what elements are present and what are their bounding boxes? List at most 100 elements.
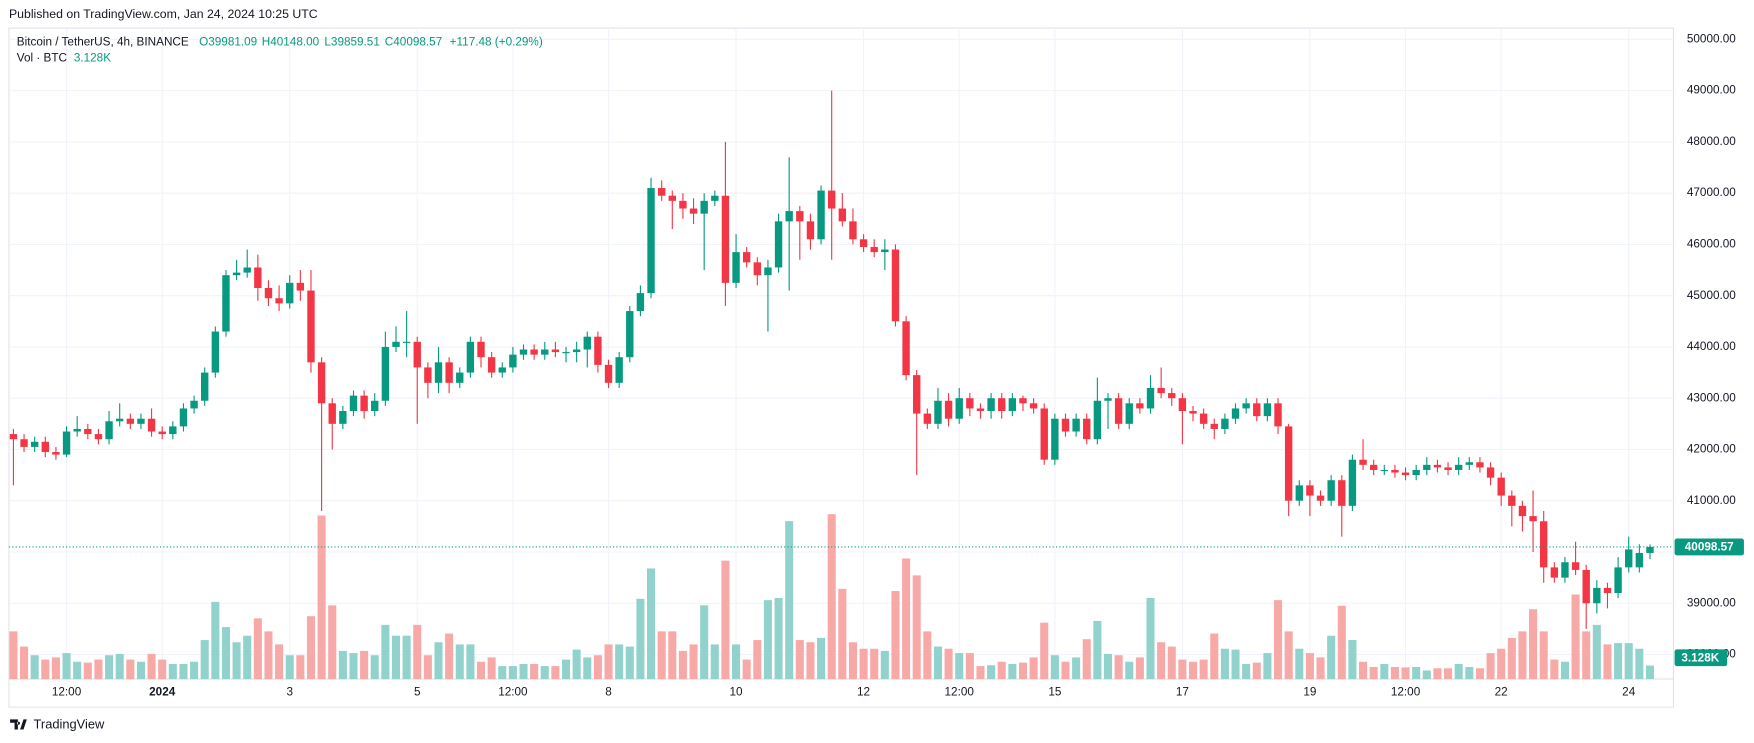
x-tick-label: 2024 <box>149 686 176 699</box>
candle-body <box>541 349 549 355</box>
candle-body <box>94 434 103 440</box>
volume-bar <box>572 649 581 680</box>
volume-bar <box>647 568 656 680</box>
volume-bar <box>997 661 1006 680</box>
candle-body <box>870 246 878 253</box>
candle-body <box>1412 469 1420 476</box>
candle-body <box>902 321 910 376</box>
volume-bar <box>349 653 358 680</box>
candle-body <box>1380 469 1388 472</box>
candle-body <box>732 252 740 283</box>
logo-icon <box>10 719 27 730</box>
volume-bar <box>1550 659 1559 680</box>
x-tick-label: 12 <box>857 686 870 699</box>
volume-bar <box>1507 637 1516 680</box>
volume-bar <box>1061 661 1070 680</box>
volume-bar <box>1486 653 1495 680</box>
volume-bar <box>94 659 103 680</box>
candle-body <box>84 428 92 435</box>
candle-body <box>349 395 358 412</box>
volume-bar <box>891 591 900 680</box>
y-tick-label: 45000.00 <box>1687 289 1736 302</box>
volume-bar <box>200 640 209 680</box>
candle-body <box>243 267 251 273</box>
volume-bar <box>136 661 145 680</box>
candle-body <box>1338 480 1346 506</box>
candle-body <box>1136 403 1144 409</box>
y-tick-label: 48000.00 <box>1687 135 1736 148</box>
volume-bar <box>20 646 29 680</box>
candle-body <box>1391 469 1399 473</box>
candle-body <box>530 349 538 355</box>
volume-bar <box>1295 648 1304 680</box>
volume-bar <box>434 642 443 680</box>
volume-bar <box>763 600 772 680</box>
volume-bar <box>870 648 879 680</box>
volume-bar <box>30 655 39 680</box>
candle-body <box>1008 398 1017 412</box>
candle-body <box>913 375 921 414</box>
volume-bar <box>1273 600 1283 680</box>
candle-body <box>583 336 591 350</box>
candle-body <box>955 398 963 419</box>
candle-body <box>1327 480 1335 501</box>
volume-bar <box>9 631 18 680</box>
candle-body <box>944 400 953 419</box>
volume-bar <box>275 644 284 680</box>
y-tick-label: 46000.00 <box>1687 238 1736 251</box>
volume-bar <box>1157 642 1166 680</box>
volume-bar <box>360 650 369 680</box>
volume-bar <box>1242 663 1251 680</box>
volume-bar <box>1412 666 1421 680</box>
footer-logo: TradingView <box>10 716 105 731</box>
candle-body <box>466 341 475 373</box>
candle-body <box>987 398 995 412</box>
candle-body <box>923 413 932 424</box>
volume-bar <box>657 631 666 680</box>
volume-bar <box>1369 666 1378 680</box>
legend-high: H40148.00 <box>262 36 320 49</box>
candle-body <box>785 211 793 222</box>
volume-bar <box>530 663 539 680</box>
candle-body <box>1114 398 1123 424</box>
published-note: Published on TradingView.com, Jan 24, 20… <box>9 7 318 21</box>
candle-body <box>201 372 209 401</box>
volume-bar <box>1390 666 1399 680</box>
x-tick-label: 15 <box>1048 686 1062 699</box>
volume-bar <box>73 661 82 680</box>
candle-body <box>849 221 857 240</box>
candle-body <box>1040 408 1048 460</box>
candle-body <box>1274 403 1282 427</box>
volume-bar <box>583 657 592 680</box>
candle-body <box>1210 423 1218 429</box>
volume-bar <box>126 659 135 680</box>
volume-bar <box>519 663 528 680</box>
volume-bar <box>912 575 921 680</box>
volume-bar <box>859 648 868 680</box>
volume-bar <box>445 633 454 680</box>
candle-body <box>1582 569 1590 604</box>
candle-body <box>328 403 336 424</box>
candle-body <box>169 426 177 435</box>
candle-body <box>1593 587 1601 604</box>
volume-bar <box>1252 662 1261 680</box>
volume-bar <box>848 642 857 680</box>
candle-body <box>689 208 698 214</box>
candle-body <box>742 252 751 263</box>
y-tick-label: 49000.00 <box>1687 84 1736 97</box>
candle-body <box>657 188 666 196</box>
volume-bar <box>243 635 252 680</box>
grid <box>8 28 1674 680</box>
candle-body <box>1508 495 1516 506</box>
candle-body <box>774 221 783 268</box>
candle-body <box>1529 516 1537 522</box>
volume-bar <box>1082 639 1091 680</box>
candle-body <box>668 195 676 201</box>
candle-body <box>1316 495 1325 501</box>
candle-body <box>828 190 836 209</box>
candle-body <box>604 364 613 383</box>
volume-bar <box>1337 605 1346 680</box>
candle-body <box>1423 464 1431 470</box>
candle-body <box>1476 462 1484 468</box>
candle-body <box>360 395 368 412</box>
